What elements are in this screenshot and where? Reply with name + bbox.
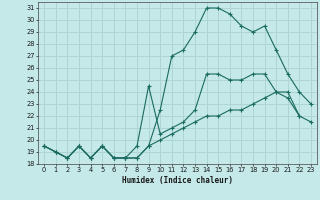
X-axis label: Humidex (Indice chaleur): Humidex (Indice chaleur) — [122, 176, 233, 185]
